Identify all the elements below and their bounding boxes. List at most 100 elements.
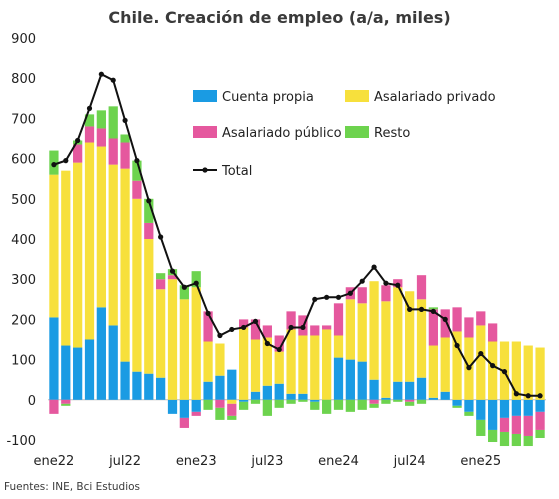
bar-segment [357, 287, 367, 304]
bar-segment [250, 339, 261, 392]
total-point [371, 264, 377, 270]
total-point [300, 324, 306, 331]
bar-segment [499, 431, 510, 447]
total-point [98, 71, 104, 77]
bar-segment [440, 309, 450, 338]
bar-segment [73, 162, 83, 348]
bar-segment [523, 345, 533, 400]
bar-segment [73, 347, 83, 400]
bar-segment [476, 419, 486, 436]
bar-segment [203, 399, 213, 410]
bar-segment [416, 399, 427, 404]
bar-segment [310, 401, 320, 410]
bar-segment [215, 399, 225, 408]
bar-segment [61, 170, 71, 346]
bar-segment [286, 393, 296, 400]
bar-segment [132, 160, 142, 181]
total-point [252, 318, 259, 325]
y-tick-label: 100 [11, 354, 36, 369]
bar-segment [369, 399, 379, 404]
bar-segment [452, 331, 462, 400]
total-point [241, 324, 247, 331]
bar-segment [345, 299, 355, 360]
bar-segment [227, 415, 237, 420]
total-point [490, 363, 496, 369]
bar-segment [511, 415, 521, 434]
bar-segment [203, 311, 213, 342]
legend-label: Asalariado público [222, 126, 342, 141]
bar-segment [405, 401, 415, 406]
total-point [383, 280, 389, 286]
bar-segment [535, 429, 545, 438]
bar-segment [476, 399, 486, 420]
bar-segment [167, 279, 178, 400]
total-point [264, 340, 270, 347]
bar-segment [405, 381, 415, 400]
total-point [181, 284, 187, 290]
bar-segment [250, 391, 261, 400]
bar-segment [120, 168, 130, 362]
legend-swatch [345, 126, 369, 138]
bar-segment [416, 299, 427, 378]
bar-segment [49, 399, 59, 414]
bar-segment [274, 383, 284, 400]
bar-segment [357, 361, 367, 400]
total-point [158, 234, 164, 240]
bar-segment [156, 289, 166, 378]
bar-segment [96, 128, 106, 147]
bar-segment [333, 357, 344, 400]
bar-segment [239, 399, 249, 402]
bar-segment [523, 399, 533, 416]
bar-segment [167, 399, 178, 414]
bar-segment [440, 391, 450, 400]
bar-segment [239, 401, 249, 410]
bar-segment [203, 381, 213, 400]
bar-segment [132, 371, 142, 400]
y-tick-label: 400 [11, 233, 36, 248]
bar-segment [179, 417, 189, 428]
legend-marker-total [202, 167, 208, 173]
legend-label: Total [221, 164, 252, 179]
bar-segment [144, 373, 154, 400]
total-point [324, 294, 330, 300]
bar-segment [61, 345, 71, 400]
bar-segment [393, 399, 403, 402]
bar-segment [381, 285, 391, 302]
y-tick-label: 700 [11, 112, 36, 127]
bar-segment [144, 239, 154, 374]
bar-segment [120, 134, 130, 143]
bar-segment [179, 399, 189, 418]
bar-segment [428, 309, 438, 346]
bar-segment [132, 198, 142, 372]
bar-segment [215, 407, 225, 420]
legend-swatch [193, 90, 217, 102]
total-point [537, 393, 543, 399]
bar-segment [523, 415, 533, 436]
bar-segment [274, 351, 284, 384]
bar-segment [322, 329, 332, 400]
y-tick-label: 300 [11, 273, 36, 288]
bar-segment [535, 347, 545, 400]
bar-segment [179, 299, 189, 400]
bar-segment [96, 146, 106, 308]
bar-segment [357, 399, 367, 410]
bar-segment [322, 399, 332, 414]
total-point [217, 332, 223, 339]
bar-segment [73, 144, 83, 163]
total-point [501, 369, 508, 375]
bar-segment [191, 411, 201, 416]
bar-segment [108, 138, 118, 165]
bar-segment [108, 325, 118, 400]
total-point [418, 306, 425, 312]
total-point [347, 290, 353, 296]
bar-segment [345, 359, 355, 400]
bar-segment [120, 142, 130, 169]
bar-segment [274, 335, 284, 352]
total-point [193, 280, 199, 286]
total-point [466, 365, 472, 371]
bar-segment [416, 275, 427, 300]
total-point [86, 105, 93, 111]
bar-segment [488, 399, 498, 430]
total-point [229, 326, 235, 333]
